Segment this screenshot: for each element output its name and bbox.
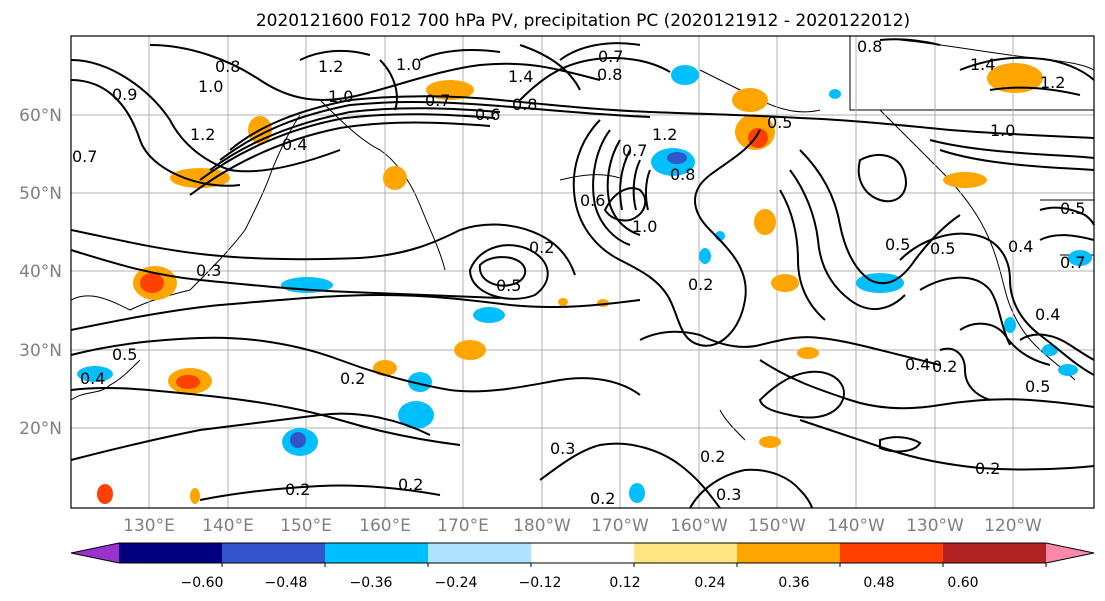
contour-label: 0.2 [340,369,365,388]
map-frame [70,35,1095,509]
contour-label: 1.0 [396,55,421,74]
contour-label: 0.5 [930,239,955,258]
lon-label: 160°E [359,516,411,536]
lon-label: 140°W [827,516,885,536]
contour-label: 0.7 [1060,253,1085,272]
lon-label: 170°E [437,516,489,536]
colorbar-segment [531,543,635,563]
contour-label: 0.7 [598,47,623,66]
colorbar [70,542,1095,567]
contour-label: 0.2 [700,447,725,466]
colorbar-segment [943,543,1047,563]
colorbar-tick-label: −0.48 [265,575,308,591]
colorbar-segment [840,543,944,563]
contour-label: 0.8 [857,37,882,56]
colorbar-ticks: −0.60 −0.48 −0.36 −0.24 −0.12 0.12 0.24 … [181,575,979,591]
contour-label: 0.4 [1035,305,1060,324]
chart-title: 2020121600 F012 700 hPa PV, precipitatio… [256,11,910,31]
contour-label: 0.5 [1025,377,1050,396]
contour-label: 0.8 [215,57,240,76]
lat-label: 20°N [19,419,62,439]
contour-label: 0.2 [590,489,615,508]
contour-label: 1.2 [190,125,215,144]
contour-label: 0.8 [512,95,537,114]
contour-label: 0.4 [80,369,105,388]
contour-label: 0.7 [72,147,97,166]
colorbar-tick-label: −0.24 [435,575,478,591]
lon-label: 150°E [280,516,332,536]
lat-label: 50°N [19,184,62,204]
colorbar-tick-label: 0.24 [694,575,725,591]
colorbar-tick-label: −0.60 [181,575,224,591]
contour-label: 0.4 [905,355,930,374]
latitude-labels: 60°N 50°N 40°N 30°N 20°N [19,106,62,439]
colorbar-tick-label: 0.60 [947,575,978,591]
contour-label: 1.0 [632,217,657,236]
contour-label: 0.5 [496,276,521,295]
contour-label: 0.2 [398,475,423,494]
colorbar-segment [634,543,738,563]
colorbar-segment [119,543,223,563]
contour-label: 1.0 [990,121,1015,140]
contour-label: 0.2 [529,238,554,257]
contour-label: 0.5 [112,345,137,364]
pv-contours [70,38,1095,509]
lat-label: 60°N [19,106,62,126]
contour-label: 0.4 [282,135,307,154]
lon-label: 180°W [513,516,571,536]
colorbar-segment [428,543,532,563]
contour-labels: 0.8 1.0 1.2 0.9 1.0 1.2 1.4 0.7 0.8 1.0 … [72,37,1085,508]
contour-label: 0.6 [475,105,500,124]
colorbar-tick-label: 0.48 [863,575,894,591]
colorbar-outline [70,542,1095,564]
contour-label: 0.4 [1008,237,1033,256]
contour-label: 0.2 [932,357,957,376]
map-panel: 0.8 1.0 1.2 0.9 1.0 1.2 1.4 0.7 0.8 1.0 … [70,35,1095,509]
colorbar-segment [222,543,326,563]
contour-label: 1.0 [328,87,353,106]
contour-label: 0.2 [688,275,713,294]
contour-label: 0.6 [580,191,605,210]
colorbar-tick-label: −0.36 [350,575,393,591]
contour-label: 0.7 [425,91,450,110]
precip-shading [77,63,1092,504]
colorbar-tick-label: 0.36 [778,575,809,591]
lat-label: 40°N [19,262,62,282]
lon-label: 140°E [202,516,254,536]
colorbar-extend-min [71,543,119,563]
lon-label: 150°W [748,516,806,536]
contour-label: 0.5 [1060,199,1085,218]
lon-label: 120°W [984,516,1042,536]
contour-label: 1.2 [318,57,343,76]
lon-label: 170°W [591,516,649,536]
contour-label: 0.2 [285,480,310,499]
contour-label: 0.8 [597,65,622,84]
lon-label: 160°W [670,516,728,536]
contour-label: 1.4 [970,55,995,74]
lon-label: 130°W [906,516,964,536]
contour-label: 0.5 [767,113,792,132]
colorbar-tick-label: 0.12 [609,575,640,591]
contour-label: 0.9 [112,85,137,104]
colorbar-segment [737,543,841,563]
contour-label: 0.3 [550,439,575,458]
contour-label: 1.2 [652,125,677,144]
lon-label: 130°E [123,516,175,536]
contour-label: 0.8 [670,165,695,184]
colorbar-tick-label: −0.12 [519,575,562,591]
contour-label: 0.5 [885,235,910,254]
contour-label: 1.4 [508,67,533,86]
contour-label: 0.2 [975,459,1000,478]
colorbar-segment [325,543,429,563]
contour-label: 1.2 [1040,73,1065,92]
colorbar-extend-max [1046,543,1094,563]
lat-label: 30°N [19,341,62,361]
contour-label: 1.0 [198,77,223,96]
longitude-labels: 130°E 140°E 150°E 160°E 170°E 180°W 170°… [123,516,1042,536]
contour-label: 0.7 [622,141,647,160]
contour-label: 0.3 [716,485,741,504]
contour-label: 0.3 [196,261,221,280]
